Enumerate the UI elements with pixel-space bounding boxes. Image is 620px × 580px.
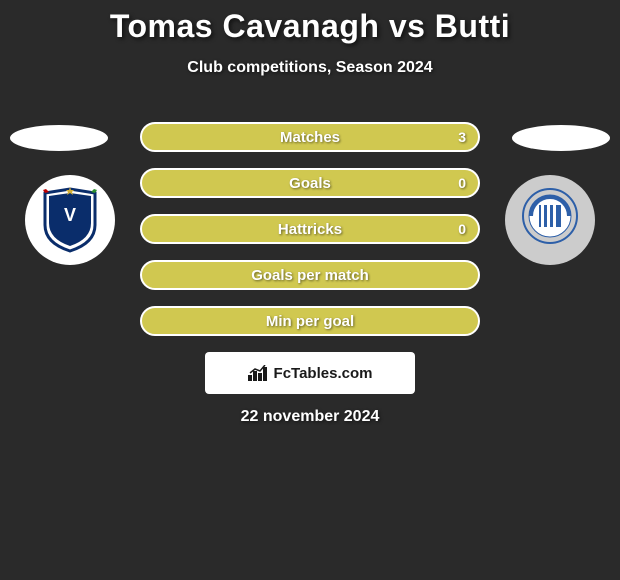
stat-row-min-per-goal: Min per goal: [140, 306, 480, 336]
stats-container: Matches 3 Goals 0 Hattricks 0 Goals per …: [140, 122, 480, 352]
stat-row-hattricks: Hattricks 0: [140, 214, 480, 244]
stat-row-goals: Goals 0: [140, 168, 480, 198]
club-badge-left: V: [25, 175, 115, 265]
brand-box: FcTables.com: [205, 352, 415, 394]
svg-text:V: V: [64, 205, 76, 225]
player-photo-right: [512, 125, 610, 151]
stat-right-value: 0: [458, 221, 466, 237]
stat-row-goals-per-match: Goals per match: [140, 260, 480, 290]
date-text: 22 november 2024: [0, 408, 620, 426]
brand-text: FcTables.com: [274, 365, 373, 382]
page-subtitle: Club competitions, Season 2024: [0, 59, 620, 77]
player-photo-left: [10, 125, 108, 151]
club-shield-right-icon: [521, 187, 579, 253]
stat-row-matches: Matches 3: [140, 122, 480, 152]
chart-icon: [248, 365, 268, 381]
stat-right-value: 3: [458, 129, 466, 145]
club-badge-right: [505, 175, 595, 265]
stat-label: Min per goal: [266, 313, 354, 330]
stat-label: Goals: [289, 175, 331, 192]
stat-label: Goals per match: [251, 267, 369, 284]
club-shield-left-icon: V: [41, 187, 99, 253]
stat-right-value: 0: [458, 175, 466, 191]
stat-label: Hattricks: [278, 221, 342, 238]
page-title: Tomas Cavanagh vs Butti: [0, 0, 620, 45]
stat-label: Matches: [280, 129, 340, 146]
